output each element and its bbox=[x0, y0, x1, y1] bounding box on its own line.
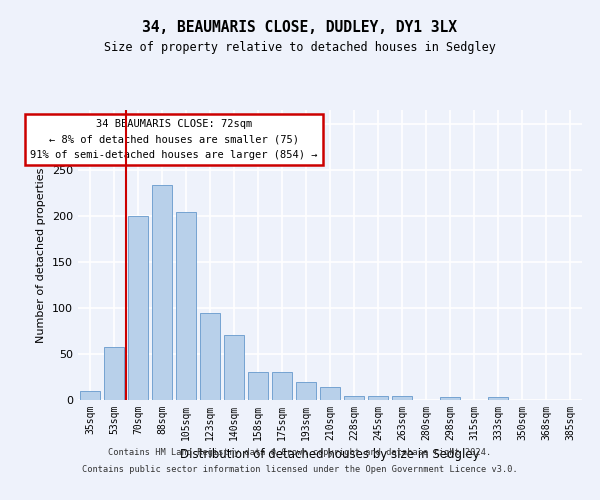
Bar bbox=[80, 391, 100, 400]
Bar bbox=[320, 387, 340, 400]
X-axis label: Distribution of detached houses by size in Sedgley: Distribution of detached houses by size … bbox=[180, 448, 480, 462]
Text: Contains HM Land Registry data © Crown copyright and database right 2024.: Contains HM Land Registry data © Crown c… bbox=[109, 448, 491, 457]
Bar bbox=[392, 396, 412, 400]
Text: 34, BEAUMARIS CLOSE, DUDLEY, DY1 3LX: 34, BEAUMARIS CLOSE, DUDLEY, DY1 3LX bbox=[143, 20, 458, 35]
Bar bbox=[224, 334, 244, 400]
Bar bbox=[440, 397, 460, 400]
Bar bbox=[152, 186, 172, 400]
Bar bbox=[104, 346, 124, 400]
Bar bbox=[272, 372, 292, 400]
Text: Size of property relative to detached houses in Sedgley: Size of property relative to detached ho… bbox=[104, 41, 496, 54]
Bar bbox=[248, 372, 268, 400]
Text: Contains public sector information licensed under the Open Government Licence v3: Contains public sector information licen… bbox=[82, 466, 518, 474]
Bar bbox=[176, 212, 196, 400]
Text: 34 BEAUMARIS CLOSE: 72sqm
← 8% of detached houses are smaller (75)
91% of semi-d: 34 BEAUMARIS CLOSE: 72sqm ← 8% of detach… bbox=[30, 119, 318, 160]
Bar bbox=[488, 397, 508, 400]
Bar bbox=[128, 216, 148, 400]
Bar bbox=[344, 396, 364, 400]
Y-axis label: Number of detached properties: Number of detached properties bbox=[37, 168, 46, 342]
Bar bbox=[368, 396, 388, 400]
Bar bbox=[200, 314, 220, 400]
Bar bbox=[296, 382, 316, 400]
